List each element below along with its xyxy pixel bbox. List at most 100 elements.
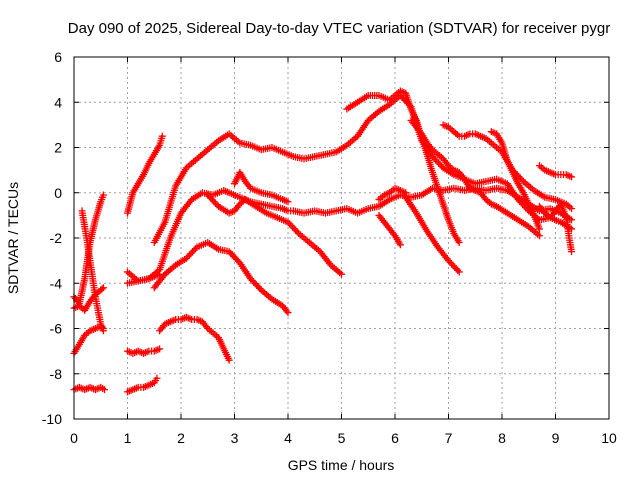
data-point [250,278,258,286]
data-point [256,284,264,292]
x-tick-label: 9 [552,430,560,446]
data-point [88,384,96,392]
data-point [248,276,256,284]
data-point [230,252,238,260]
data-point [287,221,295,229]
axis-ticks [73,56,610,420]
x-tick-label: 3 [231,430,239,446]
series-s14 [204,191,345,278]
series-s16 [343,87,463,247]
series-s19 [402,193,463,276]
data-point [338,270,345,278]
series-s3 [70,284,107,314]
data-point [293,228,301,236]
data-point [284,198,292,206]
x-tick-label: 6 [391,430,399,446]
data-point [186,315,194,323]
data-point [158,132,166,140]
data-point [99,191,107,199]
data-point [568,173,576,181]
series-s8 [124,270,164,287]
data-point [566,172,574,180]
data-point [517,199,525,207]
data-point [286,220,294,228]
data-point [284,218,292,226]
data-point [446,258,454,266]
series-s18 [375,211,404,249]
data-point [204,191,212,199]
data-point [290,225,298,233]
data-point [289,223,297,231]
data-point [195,316,203,324]
data-point [99,284,107,292]
x-tick-labels: 0 1 2 3 4 5 6 7 8 9 10 [70,430,617,446]
data-point [516,197,524,205]
data-point [284,309,292,317]
data-point [564,171,572,179]
x-tick-label: 4 [284,430,292,446]
data-point [207,194,215,202]
data-point [462,131,470,139]
data-point [228,251,236,259]
data-point [254,283,262,291]
y-tick-label: -6 [50,321,63,337]
data-point [514,196,522,204]
series-s17 [375,184,410,204]
data-point [184,314,192,322]
y-tick-label: -8 [50,366,63,382]
data-point [535,225,543,233]
data-point [182,254,190,262]
data-point [192,245,200,253]
data-point [568,248,576,256]
x-tick-label: 7 [445,430,453,446]
data-point [187,250,195,258]
data-point [489,128,497,136]
series-s7 [124,184,576,285]
data-point [153,374,161,382]
x-tick-label: 0 [70,430,78,446]
y-axis-label: SDTVAR / TECUs [5,182,21,294]
series-s22 [487,128,543,233]
data-point [185,251,193,259]
series-s15 [231,168,292,206]
data-point [77,384,85,392]
data-point [451,263,459,271]
data-point [82,385,90,393]
x-tick-label: 1 [124,430,132,446]
series-s6 [124,132,166,217]
x-tick-label: 2 [177,430,185,446]
data-point [247,275,255,283]
data-point [99,325,107,332]
data-point [227,249,235,257]
y-tick-label: 0 [54,185,62,201]
data-point [225,356,233,364]
data-point [208,196,216,204]
data-points [70,87,576,396]
data-point [98,285,106,293]
data-point [225,248,233,256]
y-tick-label: 2 [54,140,62,156]
data-point [464,131,472,139]
data-point [280,196,288,204]
x-tick-label: 5 [338,430,346,446]
data-point [205,193,213,201]
chart-title: Day 090 of 2025, Sidereal Day-to-day VTE… [68,20,610,37]
data-point [211,199,219,207]
data-point [131,349,139,357]
data-point [452,265,460,273]
data-point [141,349,149,357]
data-point [125,348,133,356]
data-point [435,159,443,167]
data-point [535,232,543,240]
series-s5 [70,383,108,394]
data-point [445,257,452,265]
data-point [210,197,218,205]
y-tick-labels: -10 -8 -6 -4 -2 0 2 4 6 [42,49,62,427]
data-point [100,386,108,394]
data-point [152,346,160,354]
data-point [432,156,440,164]
data-point [223,188,231,196]
data-point [396,241,404,249]
series-s4 [70,322,107,357]
